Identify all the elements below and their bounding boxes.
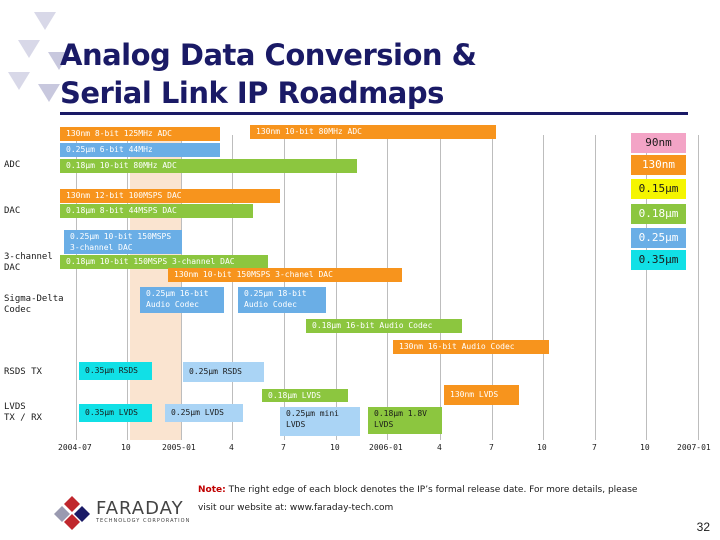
row-label-rsds: RSDS TX bbox=[4, 367, 42, 377]
bar-lvds-018um: 0.18µm LVDS bbox=[262, 389, 348, 402]
bar-lvds-035um: 0.35µm LVDS bbox=[79, 404, 152, 422]
bar-lvds-025um: 0.25µm LVDS bbox=[165, 404, 243, 422]
bar-text-line: 0.25µm 18-bit bbox=[244, 289, 307, 298]
legend-025um: 0.25µm bbox=[631, 228, 686, 248]
gridline bbox=[698, 135, 699, 440]
bar-3ch-dac-018um: 0.18µm 10-bit 150MSPS 3-channel DAC bbox=[60, 255, 268, 269]
row-label-line: Sigma-Delta bbox=[4, 294, 64, 304]
bar-text-line: 0.25µm 16-bit bbox=[146, 289, 209, 298]
footnote-website: visit our website at: www.faraday-tech.c… bbox=[198, 503, 394, 513]
bar-text-line: LVDS bbox=[374, 420, 394, 429]
bar-3ch-dac-130nm: 130nm 10-bit 150MSPS 3-chanel DAC bbox=[168, 268, 402, 282]
bar-sd-025um-18bit: 0.25µm 18-bit Audio Codec bbox=[238, 287, 326, 313]
footnote-label: Note: bbox=[198, 485, 226, 495]
timeline-tick: 10 bbox=[640, 443, 650, 452]
bar-text-line: LVDS bbox=[286, 420, 306, 429]
timeline-tick: 2004-07 bbox=[58, 443, 92, 452]
bar-rsds-025um: 0.25µm RSDS bbox=[183, 362, 264, 382]
decorative-triangle-pattern bbox=[8, 12, 70, 102]
timeline-tick: 7 bbox=[489, 443, 494, 452]
legend-035um: 0.35µm bbox=[631, 250, 686, 270]
logo-subtitle: TECHNOLOGY CORPORATION bbox=[96, 518, 191, 524]
gridline bbox=[492, 135, 493, 440]
bar-text-line: 0.25µm mini bbox=[286, 409, 339, 418]
gridline bbox=[543, 135, 544, 440]
legend-018um: 0.18µm bbox=[631, 204, 686, 224]
timeline-tick: 2007-01 bbox=[677, 443, 711, 452]
bar-text-line: 3-channel DAC bbox=[70, 243, 133, 252]
bar-lvds-018um-18v: 0.18µm 1.8V LVDS bbox=[368, 407, 442, 434]
bar-lvds-130nm: 130nm LVDS bbox=[444, 385, 519, 405]
timeline-tick: 10 bbox=[121, 443, 131, 452]
timeline-tick: 2005-01 bbox=[162, 443, 196, 452]
bar-lvds-025um-mini: 0.25µm mini LVDS bbox=[280, 407, 360, 436]
bar-adc-130nm-10bit: 130nm 10-bit 80MHz ADC bbox=[250, 125, 496, 139]
gridline bbox=[232, 135, 233, 440]
row-label-dac: DAC bbox=[4, 206, 21, 216]
row-label-line: LVDS bbox=[4, 402, 26, 412]
gridline bbox=[336, 135, 337, 440]
gridline bbox=[595, 135, 596, 440]
faraday-logo-icon bbox=[54, 496, 90, 530]
page-number: 32 bbox=[696, 520, 710, 534]
bar-adc-130nm-8bit: 130nm 8-bit 125MHz ADC bbox=[60, 127, 220, 141]
bar-sd-018um-16bit: 0.18µm 16-bit Audio Codec bbox=[306, 319, 462, 333]
timeline-tick: 7 bbox=[592, 443, 597, 452]
gridline bbox=[440, 135, 441, 440]
footnote-text: The right edge of each block denotes the… bbox=[225, 485, 638, 495]
timeline-tick: 2006-01 bbox=[369, 443, 403, 452]
bar-sd-025um-16bit: 0.25µm 16-bit Audio Codec bbox=[140, 287, 224, 313]
bar-text-line: Audio Codec bbox=[244, 300, 297, 309]
row-label-sigma-delta: Sigma-Delta Codec bbox=[4, 294, 64, 316]
legend-015um: 0.15µm bbox=[631, 179, 686, 199]
gridline bbox=[646, 135, 647, 440]
legend-90nm: 90nm bbox=[631, 133, 686, 153]
row-label-line: TX / RX bbox=[4, 413, 42, 423]
timeline-tick: 4 bbox=[229, 443, 234, 452]
row-label-3ch-dac: 3-channel DAC bbox=[4, 252, 53, 274]
bar-rsds-035um: 0.35µm RSDS bbox=[79, 362, 152, 380]
bar-text-line: 0.25µm 10-bit 150MSPS bbox=[70, 232, 172, 241]
row-label-lvds: LVDS TX / RX bbox=[4, 402, 42, 424]
timeline-tick: 4 bbox=[437, 443, 442, 452]
bar-sd-130nm-16bit: 130nm 16-bit Audio Codec bbox=[393, 340, 549, 354]
bar-adc-018um-10bit: 0.18µm 10-bit 80MHz ADC bbox=[60, 159, 357, 173]
gridline bbox=[387, 135, 388, 440]
timeline-tick: 7 bbox=[281, 443, 286, 452]
bar-text-line: 0.18µm 1.8V bbox=[374, 409, 427, 418]
bar-3ch-dac-025um: 0.25µm 10-bit 150MSPS 3-channel DAC bbox=[64, 230, 182, 254]
row-label-line: 3-channel bbox=[4, 252, 53, 262]
footnote: Note: The right edge of each block denot… bbox=[198, 485, 637, 495]
bar-text-line: Audio Codec bbox=[146, 300, 199, 309]
legend-130nm: 130nm bbox=[631, 155, 686, 175]
row-label-line: DAC bbox=[4, 263, 21, 273]
bar-dac-130nm-12bit: 130nm 12-bit 100MSPS DAC bbox=[60, 189, 280, 203]
gridline bbox=[76, 135, 77, 440]
timeline-tick: 10 bbox=[330, 443, 340, 452]
logo-name: FARADAY bbox=[96, 498, 184, 519]
gridline bbox=[127, 135, 128, 440]
timeline-tick: 10 bbox=[537, 443, 547, 452]
page-title-line2: Serial Link IP Roadmaps bbox=[60, 76, 444, 110]
row-label-line: Codec bbox=[4, 305, 32, 315]
page-title-line1: Analog Data Conversion & bbox=[60, 38, 477, 72]
row-label-adc: ADC bbox=[4, 160, 21, 170]
bar-dac-018um-8bit: 0.18µm 8-bit 44MSPS DAC bbox=[60, 204, 253, 218]
title-underline bbox=[60, 112, 688, 115]
bar-adc-025um-6bit: 0.25µm 6-bit 44MHz bbox=[60, 143, 220, 157]
